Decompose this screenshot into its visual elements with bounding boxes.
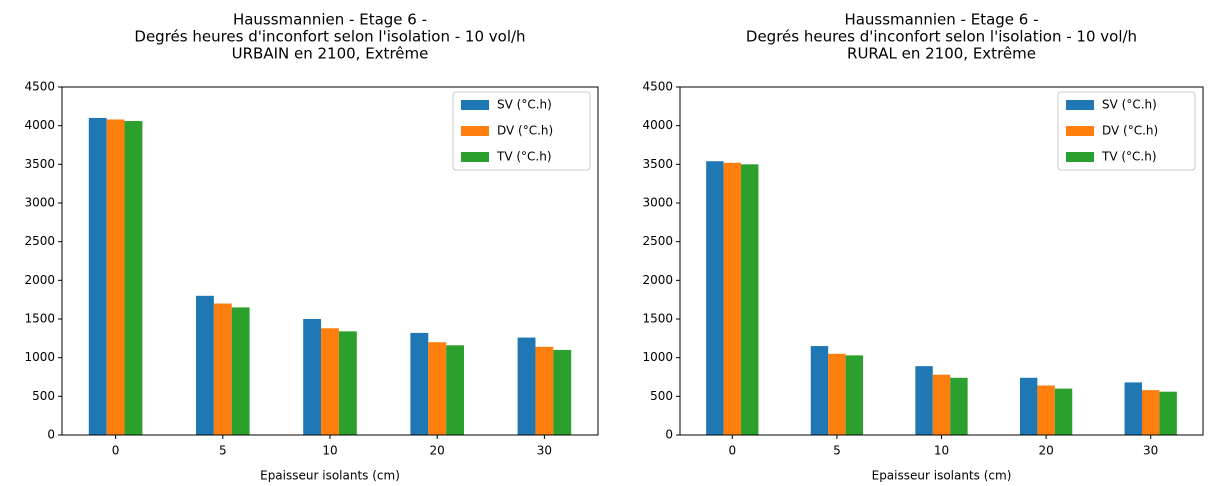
y-tick-label: 2500	[642, 234, 673, 248]
x-tick-label: 20	[1038, 444, 1053, 458]
chart-title: Degrés heures d'inconfort selon l'isolat…	[746, 28, 1137, 46]
legend-swatch	[1066, 152, 1094, 162]
chart-title: Haussmannien - Etage 6 -	[233, 11, 427, 29]
bar	[106, 119, 125, 435]
bar	[213, 303, 232, 435]
y-tick-label: 1000	[24, 350, 55, 364]
legend-frame	[452, 91, 591, 171]
bar	[723, 162, 742, 435]
y-tick-label: 500	[650, 389, 673, 403]
bar	[741, 164, 759, 436]
bar	[88, 117, 107, 435]
legend-swatch	[1066, 100, 1094, 110]
legend-label: TV (°C.h)	[496, 150, 552, 164]
bar	[1054, 388, 1073, 435]
bar	[828, 353, 846, 435]
bar	[410, 332, 429, 435]
plot-frame	[679, 86, 1204, 436]
x-tick-label: 30	[537, 444, 552, 458]
x-axis-label: Epaisseur isolants (cm)	[260, 469, 400, 483]
legend-label: SV (°C.h)	[497, 98, 552, 112]
legend-swatch	[1066, 126, 1094, 136]
y-tick-label: 0	[665, 428, 673, 442]
bar	[321, 328, 339, 435]
x-tick-label: 30	[1143, 444, 1158, 458]
y-tick-label: 4000	[642, 118, 673, 132]
x-tick-label: 5	[219, 444, 227, 458]
y-tick-label: 1000	[642, 350, 673, 364]
bar	[1159, 391, 1177, 435]
bar	[845, 355, 864, 435]
y-tick-label: 500	[32, 389, 55, 403]
bar	[338, 331, 357, 435]
y-tick-label: 4500	[24, 80, 55, 94]
bar	[950, 377, 968, 435]
y-tick-label: 3000	[642, 196, 673, 210]
bar	[124, 121, 143, 435]
chart-title: URBAIN en 2100, Extrême	[232, 45, 429, 63]
plot-frame	[61, 86, 599, 436]
x-tick-label: 5	[833, 444, 841, 458]
y-tick-label: 1500	[642, 312, 673, 326]
legend-label: DV (°C.h)	[497, 124, 553, 138]
y-tick-label: 3500	[642, 157, 673, 171]
legend-frame	[1057, 91, 1196, 171]
legend-swatch	[461, 152, 489, 162]
legend-swatch	[461, 100, 489, 110]
x-tick-label: 0	[728, 444, 736, 458]
y-tick-label: 3000	[24, 196, 55, 210]
legend-label: SV (°C.h)	[1102, 98, 1157, 112]
bar	[303, 319, 322, 435]
chart-title: RURAL en 2100, Extrême	[847, 45, 1036, 63]
bar	[1037, 385, 1055, 435]
y-tick-label: 1500	[24, 312, 55, 326]
legend-swatch	[461, 126, 489, 136]
bar	[446, 345, 464, 435]
y-tick-label: 2500	[24, 234, 55, 248]
bar	[915, 366, 933, 435]
bar	[428, 342, 447, 435]
bar	[196, 295, 214, 435]
bar	[231, 307, 250, 435]
x-tick-label: 0	[112, 444, 120, 458]
x-tick-label: 10	[934, 444, 949, 458]
y-tick-label: 2000	[642, 273, 673, 287]
y-tick-label: 3500	[24, 157, 55, 171]
x-tick-label: 20	[430, 444, 445, 458]
y-tick-label: 2000	[24, 273, 55, 287]
bar	[517, 337, 536, 435]
bar	[535, 346, 554, 435]
y-tick-label: 0	[47, 428, 55, 442]
legend-label: TV (°C.h)	[1101, 150, 1157, 164]
bar	[706, 161, 724, 436]
chart-title: Degrés heures d'inconfort selon l'isolat…	[134, 28, 525, 46]
bar	[932, 374, 951, 435]
y-tick-label: 4000	[24, 118, 55, 132]
chart: Haussmannien - Etage 6 -Degrés heures d'…	[642, 11, 1204, 483]
chart: Haussmannien - Etage 6 -Degrés heures d'…	[24, 11, 599, 483]
bar	[810, 346, 829, 435]
bar	[1141, 390, 1160, 435]
x-axis-label: Epaisseur isolants (cm)	[872, 469, 1012, 483]
bar	[553, 349, 572, 435]
x-tick-label: 10	[322, 444, 337, 458]
y-tick-label: 4500	[642, 80, 673, 94]
legend-label: DV (°C.h)	[1102, 124, 1158, 138]
bar	[1019, 377, 1038, 435]
bar	[1124, 382, 1142, 435]
chart-title: Haussmannien - Etage 6 -	[844, 11, 1038, 29]
